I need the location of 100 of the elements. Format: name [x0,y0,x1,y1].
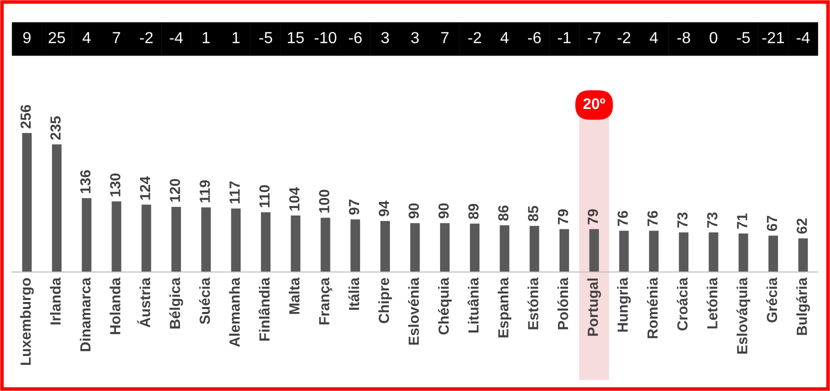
x-tick-label: Malta [288,277,300,314]
x-tick-label: Itália [348,277,360,310]
bar [320,218,330,272]
text: -2 [618,32,630,44]
bar [798,238,808,272]
data-label: 71 [737,213,748,229]
x-tick-label: Suécia [199,277,210,324]
text: -6 [348,32,362,44]
x-tick-label: Croácia [676,277,688,330]
data-label: 67 [766,216,778,231]
x-tick-label: Luxemburgo [20,278,34,365]
text: 3 [411,32,419,44]
text: -4 [170,32,183,44]
bar [201,207,211,272]
x-tick-label: Bulgária [796,277,810,335]
bar [231,208,241,272]
text: 4 [82,32,91,44]
x-tick-label: Dinamarca [80,277,91,352]
data-label: 79 [558,209,568,224]
data-label: 86 [498,205,508,221]
x-tick-label: Chéquia [438,277,452,334]
data-label: 256 [20,105,31,128]
text: -5 [736,32,750,44]
text: 15 [288,32,304,44]
text: -4 [796,32,810,44]
data-label: 110 [259,185,270,208]
bar [768,236,778,272]
data-label: 90 [438,203,449,218]
text: -10 [314,32,336,44]
x-tick-label: França [319,277,332,324]
data-label: 104 [289,187,300,210]
x-tick-label: Áustria [137,277,150,328]
x-tick-label: Irlanda [50,277,61,324]
data-label: 136 [80,170,91,194]
data-label: 76 [647,210,658,226]
text: -6 [528,32,541,44]
data-label: 117 [230,181,240,204]
x-tick-label: Hungria [617,277,631,332]
x-tick-label: Letónia [706,277,718,328]
x-tick-label: Eslováquia [736,277,750,354]
data-label: 62 [796,218,807,234]
bar [559,229,570,272]
x-tick-label: Estónia [527,277,538,330]
text: -1 [558,32,571,44]
x-tick-label: Polónia [557,277,568,330]
data-label: 100 [319,190,330,213]
data-label: 89 [468,204,479,220]
text: 3 [381,32,389,44]
data-label: 235 [50,116,61,140]
bar [350,219,360,272]
text: 1 [202,32,210,44]
bar [589,229,599,272]
bar [440,223,450,272]
bar [52,144,62,272]
data-label: 130 [110,174,120,196]
x-tick-label: Holanda [110,277,120,334]
x-tick-label: Roménia [646,277,658,338]
text: 7 [441,32,448,44]
bar [500,225,510,272]
bar [22,133,32,272]
text: 25 [48,32,65,44]
text: -2 [140,32,153,44]
data-label: 120 [170,178,180,202]
text: 9 [23,32,31,44]
x-tick-label: Finlândia [258,277,270,341]
data-label: 119 [200,180,210,202]
data-label: 124 [140,176,150,200]
bar [678,232,688,272]
x-tick-label: Chipre [378,278,392,324]
text: 1 [232,32,240,44]
x-tick-label: Espanha [498,277,512,338]
x-tick-label: Eslovénia [408,277,419,345]
text: -21 [762,32,784,44]
band-label: 20º [583,98,606,110]
data-label: 90 [408,203,419,218]
bar [82,198,92,272]
bar [410,223,420,272]
data-label: 94 [378,200,390,216]
data-label: 73 [707,212,718,228]
bar [112,201,122,272]
x-tick-label: Alemanha [229,277,240,347]
bar [142,204,152,272]
x-tick-label: Bélgica [169,277,184,328]
bar [171,206,181,272]
x-tick-label: Portugal [587,278,601,336]
data-label: 79 [588,209,598,224]
bar [380,220,390,272]
data-label: 97 [348,200,360,215]
data-label: 73 [677,212,688,228]
bar [738,233,748,272]
text: 0 [710,32,718,44]
text: -2 [468,32,482,44]
bar [530,226,540,272]
text: -8 [677,32,690,44]
bar [290,216,300,272]
text: -7 [588,32,600,44]
data-label: 76 [618,210,628,226]
text: -5 [259,32,272,44]
bar [470,224,480,272]
x-tick-label: Grécia [766,277,778,322]
